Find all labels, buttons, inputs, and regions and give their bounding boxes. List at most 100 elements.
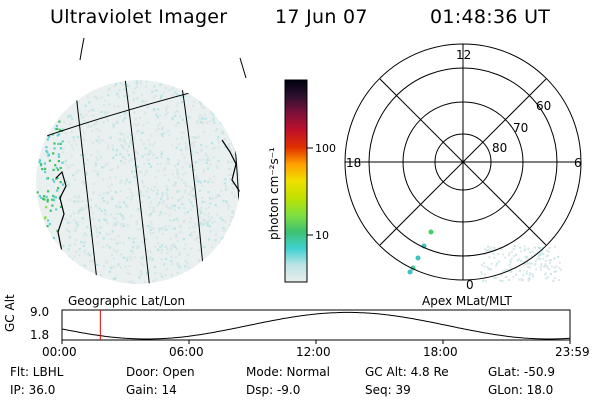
emission-pixel [227,231,230,234]
emission-pixel [79,113,83,116]
emission-pixel [108,233,111,236]
emission-pixel [161,125,164,129]
emission-pixel [229,219,232,222]
emission-pixel [177,176,180,179]
emission-pixel [190,190,193,193]
emission-pixel [201,224,204,227]
polar-emission-pixel [496,262,499,265]
emission-pixel [141,180,144,183]
emission-pixel [205,145,208,148]
emission-pixel [88,259,92,262]
polar-emission-pixel [544,259,547,262]
emission-pixel [183,247,186,250]
emission-pixel [44,170,47,174]
emission-pixel [182,131,185,134]
emission-pixel [143,162,146,165]
emission-pixel [153,109,156,112]
emission-pixel [187,266,190,269]
emission-pixel [95,156,98,159]
emission-pixel [224,138,227,141]
emission-pixel [67,248,70,251]
emission-pixel [132,99,135,102]
emission-pixel [126,272,129,275]
emission-pixel [119,206,122,209]
emission-pixel [190,201,193,204]
emission-pixel [69,221,72,224]
emission-pixel [219,121,222,124]
emission-pixel [111,168,114,171]
polar-emission-pixel [531,250,534,253]
emission-pixel [216,165,219,168]
emission-pixel [93,123,96,126]
emission-pixel [230,216,233,219]
polar-emission-pixel [552,279,554,282]
emission-pixel [162,200,165,203]
emission-pixel [78,200,81,203]
emission-pixel [129,158,132,161]
emission-pixel [159,272,162,276]
emission-pixel [145,170,148,173]
emission-pixel [131,246,135,249]
emission-pixel [122,217,125,220]
emission-pixel [198,180,201,183]
emission-pixel [204,117,207,120]
emission-pixel [109,189,112,192]
emission-pixel [161,232,164,236]
emission-pixel [74,196,77,199]
emission-pixel [112,123,115,126]
polar-emission-pixel [483,265,486,268]
emission-pixel [68,255,71,258]
emission-pixel [199,118,202,122]
emission-pixel [142,181,145,184]
emission-pixel [186,271,189,274]
emission-pixel [148,149,151,152]
emission-pixel [72,174,75,177]
polar-emission-pixel [515,273,517,276]
emission-pixel [95,120,98,123]
emission-pixel [150,222,153,225]
emission-pixel [128,181,131,184]
emission-pixel [122,120,125,123]
emission-pixel [103,212,106,215]
emission-pixel [132,241,135,244]
emission-pixel [160,251,163,254]
emission-pixel [166,193,169,196]
emission-pixel [70,258,74,261]
emission-pixel [141,240,144,244]
emission-pixel [206,221,209,225]
emission-pixel [210,111,213,114]
emission-pixel [223,229,226,232]
observation-date: 17 Jun 07 [275,6,368,28]
emission-pixel [210,216,214,219]
polar-plot [344,43,582,282]
emission-pixel [157,248,160,251]
emission-pixel [184,260,187,263]
emission-pixel [187,140,191,144]
emission-pixel [230,173,233,176]
emission-pixel [119,153,122,156]
emission-pixel [52,194,55,197]
emission-pixel [204,221,207,224]
emission-pixel [78,264,81,267]
emission-pixel [199,103,203,106]
emission-pixel [199,209,203,212]
polar-emission-pixel [524,255,527,258]
colorbar [284,79,308,283]
emission-pixel [203,168,206,171]
emission-pixel [172,227,175,230]
emission-pixel [123,162,126,165]
emission-pixel [226,162,229,165]
emission-pixel [81,181,84,184]
emission-pixel [112,217,115,220]
lat-label-60: 60 [536,99,551,113]
emission-pixel [166,252,169,255]
emission-pixel [142,185,145,188]
emission-pixel [115,93,119,96]
emission-pixel [58,133,61,136]
emission-pixel [147,256,150,259]
emission-pixel [83,119,86,123]
emission-pixel [48,135,51,138]
emission-pixel [158,122,161,125]
emission-pixel [136,245,139,248]
emission-pixel [101,139,104,142]
